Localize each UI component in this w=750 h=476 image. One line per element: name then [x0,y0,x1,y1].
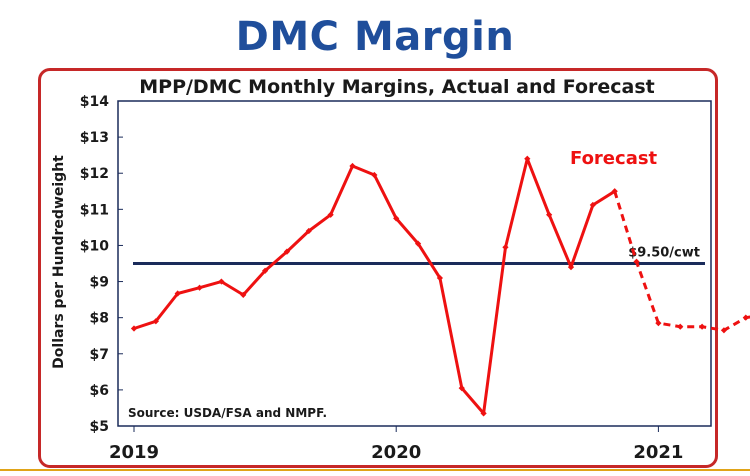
data-point [261,267,269,274]
forecast-point [742,314,749,321]
data-point [436,274,444,282]
y-tick-label: $7 [90,347,109,363]
y-tick-label: $11 [80,202,109,218]
forecast-annotation: Forecast [570,148,658,169]
y-tick-label: $12 [80,166,109,182]
series-line-forecast [613,190,750,332]
y-tick-label: $9 [90,275,109,291]
banner-title: DMC Margin [235,14,515,60]
data-point [480,410,487,417]
x-tick-label: 2020 [371,442,421,463]
y-tick-label: $10 [80,238,109,254]
source-note: Source: USDA/FSA and NMPF. [128,406,327,420]
y-tick-label: $13 [80,130,109,146]
y-tick-label: $6 [90,383,109,399]
y-axis-label: Dollars per Hundredweight [51,155,67,369]
x-tick-label: 2019 [109,442,159,463]
footer-divider [0,469,750,471]
y-tick-label: $5 [90,419,109,435]
y-tick-label: $8 [90,311,109,327]
chart-title: MPP/DMC Monthly Margins, Actual and Fore… [139,76,655,98]
chart-frame [38,68,718,468]
y-tick-label: $14 [80,94,109,110]
x-tick-label: 2021 [633,442,683,463]
reference-line-label: $9.50/cwt [628,246,700,261]
data-point [152,318,159,325]
forecast-point [720,327,728,334]
data-point [458,384,465,392]
